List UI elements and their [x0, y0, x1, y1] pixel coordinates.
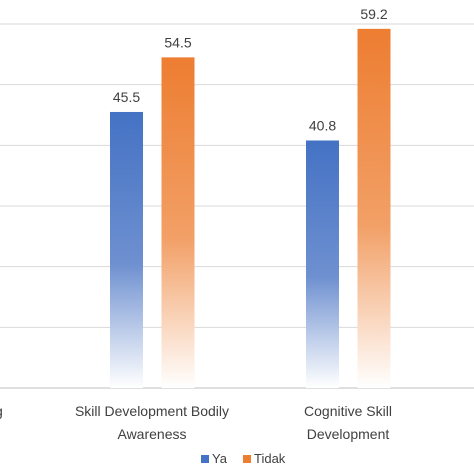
legend-swatch-ya — [201, 455, 209, 463]
data-label: 59.2 — [360, 6, 387, 22]
data-label: 54.5 — [164, 34, 191, 50]
data-labels: 45.5 40.8 54.5 59.2 — [113, 6, 388, 134]
data-label: 40.8 — [309, 117, 336, 133]
category-label: Skill Development Bodily — [75, 403, 229, 419]
bars — [110, 28, 391, 388]
category-label: ng — [0, 403, 3, 419]
legend: Ya Tidak — [201, 451, 286, 466]
category-label: Development — [307, 426, 390, 442]
gridlines — [0, 23, 474, 389]
category-label: Awareness — [117, 426, 186, 442]
bar-ya — [110, 111, 143, 388]
category-labels: ng Skill Development Bodily Awareness Cogni… — [0, 403, 474, 442]
category-label: H — [473, 403, 474, 419]
bar-tidak — [357, 28, 391, 388]
bar-ya — [306, 140, 339, 388]
legend-label-ya: Ya — [212, 451, 228, 466]
legend-label-tidak: Tidak — [254, 451, 286, 466]
legend-swatch-tidak — [243, 455, 251, 463]
category-label: Cognitive Skill — [304, 403, 392, 419]
data-label: 45.5 — [113, 89, 140, 105]
bar-tidak — [161, 57, 195, 388]
